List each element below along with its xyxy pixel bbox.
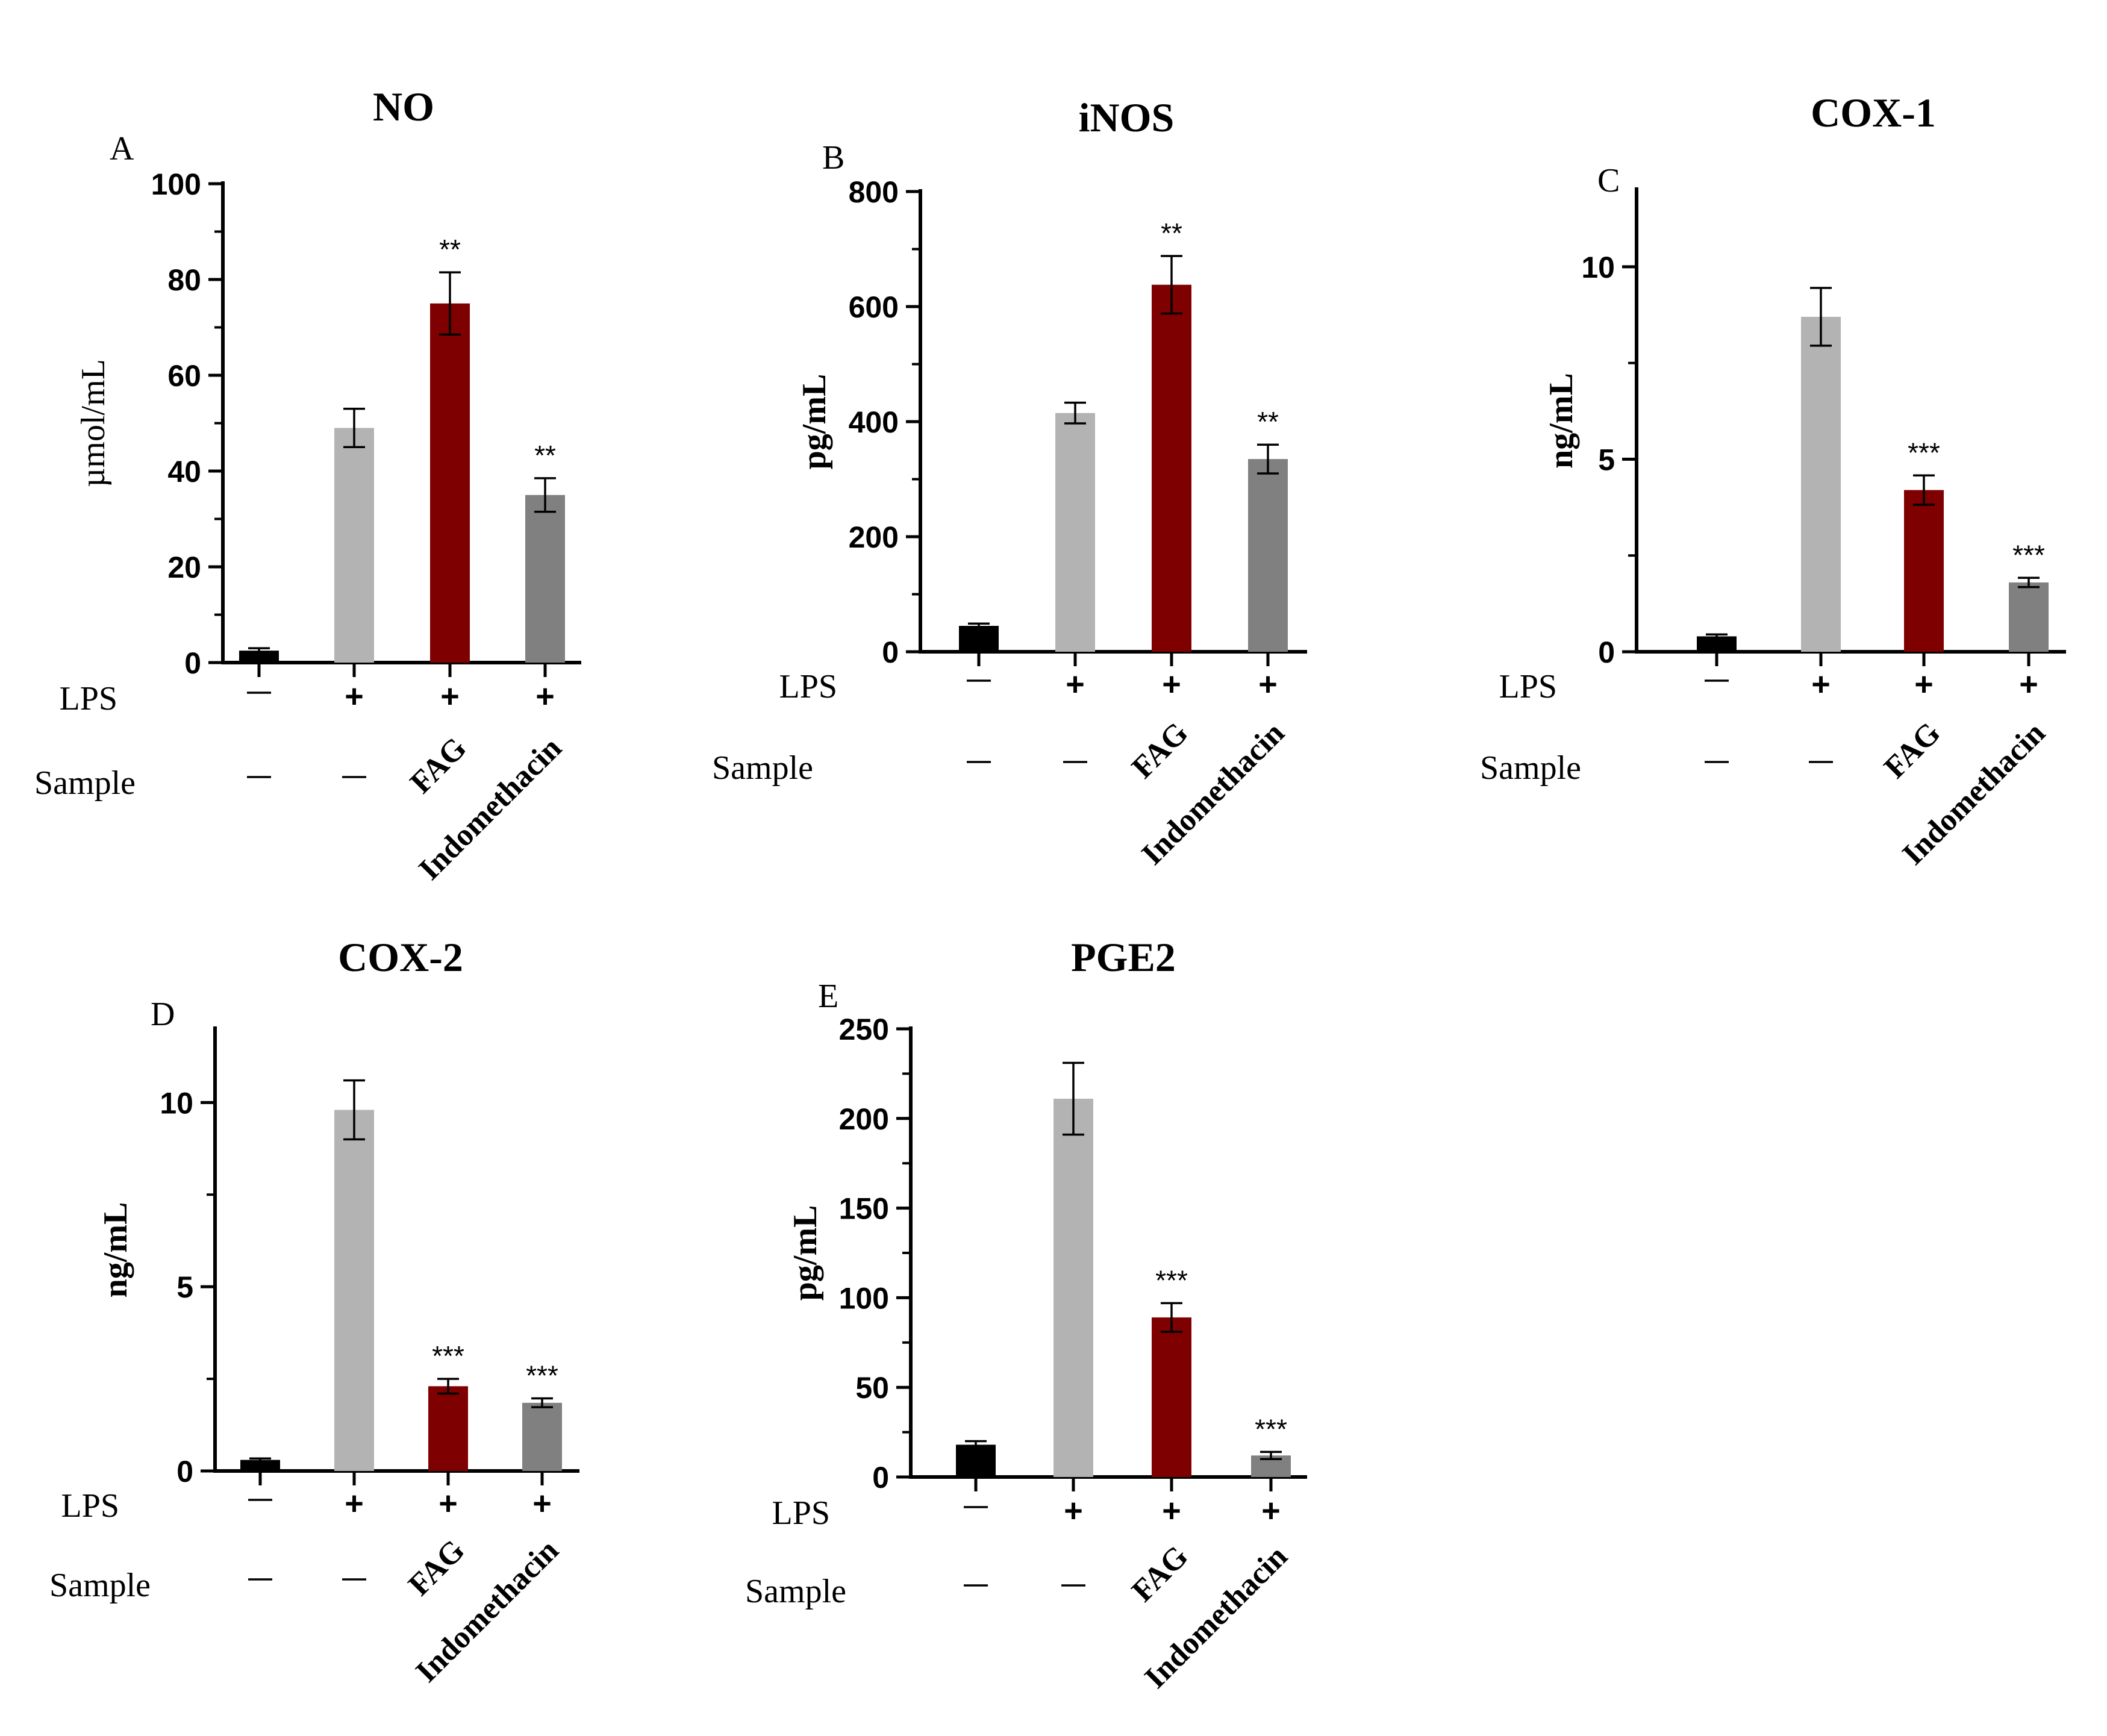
bar-d-2 (334, 1110, 374, 1471)
significance-label: ** (1161, 217, 1182, 249)
significance-label: ** (534, 440, 556, 471)
lps-row-label: LPS (772, 1494, 831, 1532)
bar-b-1 (959, 626, 999, 652)
bar-c-4 (2009, 582, 2049, 652)
lps-value: + (345, 678, 364, 714)
bar-b-4 (1248, 459, 1288, 652)
bar-b-3 (1152, 284, 1191, 652)
significance-label: *** (1155, 1264, 1188, 1296)
y-tick-label: 20 (167, 551, 201, 584)
sample-row-label: Sample (49, 1567, 151, 1604)
lps-value: + (1811, 666, 1831, 702)
y-tick-label: 150 (839, 1192, 889, 1226)
lps-value: + (535, 678, 555, 714)
significance-label: *** (1908, 437, 1940, 468)
y-tick-label: 200 (849, 520, 899, 554)
bar-a-3 (430, 303, 470, 663)
sample-row-label: Sample (745, 1573, 846, 1610)
y-tick-label: 50 (855, 1371, 889, 1405)
bar-e-2 (1054, 1099, 1093, 1477)
panel-label: C (1597, 162, 1620, 199)
y-tick-label: 800 (849, 175, 899, 209)
y-tick-label: 0 (184, 646, 201, 680)
y-tick-label: 100 (839, 1281, 889, 1315)
lps-value: + (1914, 666, 1934, 702)
significance-label: *** (526, 1360, 558, 1391)
y-tick-label: 200 (839, 1102, 889, 1136)
y-tick-label: 250 (839, 1013, 889, 1046)
lps-row-label: LPS (60, 680, 118, 717)
y-tick-label: 400 (849, 405, 899, 439)
bar-e-3 (1152, 1317, 1191, 1477)
lps-value: + (1258, 666, 1278, 702)
lps-value: + (1066, 666, 1085, 702)
chart-title: PGE2 (1071, 934, 1176, 980)
significance-label: *** (432, 1340, 464, 1372)
y-tick-label: 5 (1598, 443, 1615, 476)
chart-title: COX-1 (1811, 90, 1936, 136)
panel-label: E (818, 978, 838, 1015)
y-tick-label: 40 (167, 455, 201, 489)
y-tick-label: 600 (849, 290, 899, 324)
lps-value: + (1261, 1493, 1281, 1529)
bar-d-4 (522, 1402, 562, 1471)
y-tick-label: 80 (167, 263, 201, 297)
lps-row-label: LPS (1499, 668, 1558, 705)
lps-value: + (345, 1485, 364, 1522)
y-axis-label: pg/mL (796, 374, 833, 470)
y-tick-label: 10 (1581, 251, 1615, 284)
y-tick-label: 0 (176, 1455, 193, 1488)
significance-label: *** (2012, 539, 2045, 570)
bar-a-4 (525, 495, 565, 663)
y-axis-label: µmol/mL (75, 359, 112, 487)
panel-label: B (822, 139, 844, 176)
lps-row-label: LPS (61, 1487, 120, 1525)
bar-e-1 (956, 1444, 996, 1477)
lps-value: + (1162, 1493, 1181, 1529)
lps-value: + (1064, 1493, 1083, 1529)
lps-value: + (1162, 666, 1181, 702)
significance-label: ** (439, 234, 461, 265)
chart-title: iNOS (1079, 95, 1175, 140)
y-tick-label: 60 (167, 359, 201, 393)
lps-value: + (2019, 666, 2038, 702)
panel-label: D (151, 996, 175, 1033)
y-axis-label: ng/mL (97, 1202, 134, 1298)
sample-row-label: Sample (712, 749, 813, 787)
significance-label: ** (1257, 406, 1279, 437)
y-axis-label: ng/mL (1543, 373, 1580, 469)
y-tick-label: 10 (160, 1086, 193, 1120)
bar-d-3 (428, 1386, 468, 1471)
lps-value: + (532, 1485, 552, 1522)
chart-title: NO (373, 84, 434, 130)
y-tick-label: 5 (176, 1270, 193, 1304)
y-tick-label: 0 (882, 635, 899, 669)
bar-a-2 (334, 428, 374, 663)
significance-label: *** (1255, 1413, 1287, 1444)
bar-d-1 (240, 1460, 280, 1471)
lps-row-label: LPS (779, 668, 838, 705)
bar-c-3 (1904, 490, 1944, 652)
y-tick-label: 0 (1598, 635, 1615, 669)
lps-value: + (439, 1485, 458, 1522)
bar-c-2 (1801, 316, 1841, 652)
sample-row-label: Sample (1480, 749, 1581, 787)
y-tick-label: 0 (872, 1461, 889, 1494)
sample-row-label: Sample (34, 764, 136, 802)
bar-b-2 (1055, 413, 1095, 652)
panel-label: A (110, 130, 134, 167)
y-axis-label: pg/mL (787, 1205, 824, 1301)
chart-title: COX-2 (338, 934, 463, 980)
y-tick-label: 100 (151, 167, 201, 201)
lps-value: + (440, 678, 460, 714)
